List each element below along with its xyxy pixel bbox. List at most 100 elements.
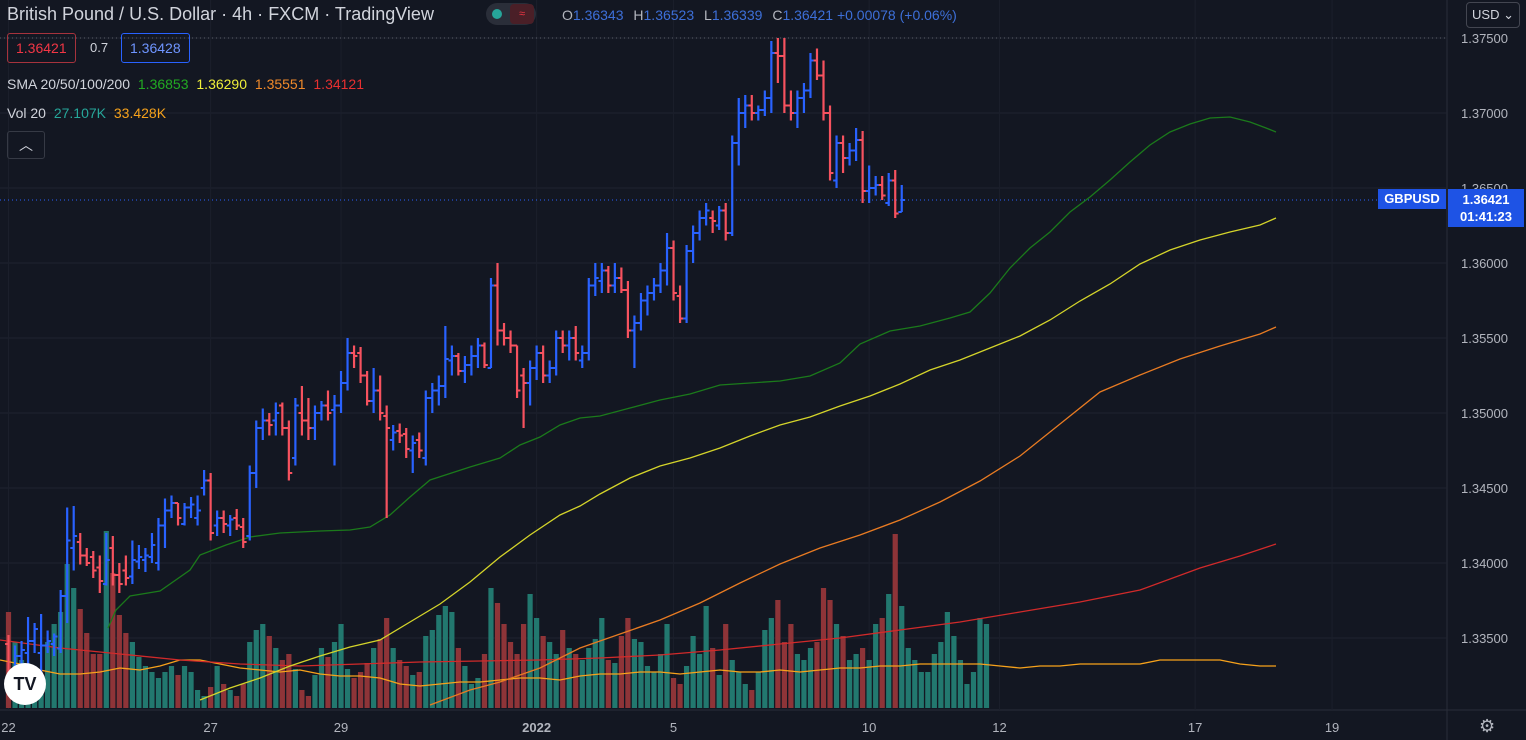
ohlc-bar bbox=[350, 345, 358, 368]
ohlc-bar bbox=[644, 285, 651, 316]
currency-select[interactable]: USD ⌄ bbox=[1466, 2, 1520, 28]
time-tick-label: 12 bbox=[992, 720, 1006, 735]
volume-bar bbox=[977, 618, 983, 708]
ohlc-bar bbox=[148, 533, 156, 563]
ohlc-bar bbox=[370, 368, 378, 413]
symbol-name[interactable]: British Pound / U.S. Dollar bbox=[7, 4, 217, 24]
volume-bar bbox=[221, 684, 227, 708]
ohlc-bar bbox=[565, 330, 573, 361]
ohlc-bar bbox=[631, 315, 638, 368]
volume-bar bbox=[247, 642, 253, 708]
ohlc-bar bbox=[318, 401, 325, 421]
sma100-value: 1.35551 bbox=[254, 76, 306, 92]
ohlc-bar bbox=[174, 502, 182, 526]
ohlc-bars bbox=[5, 38, 906, 691]
volume-bar bbox=[690, 636, 696, 708]
price-tick-label: 1.35500 bbox=[1461, 331, 1508, 346]
volume-bar bbox=[97, 654, 103, 708]
ohlc-bar bbox=[357, 347, 364, 383]
volume-bar bbox=[951, 636, 957, 708]
ohlc-bar bbox=[324, 390, 332, 421]
volume-bar bbox=[560, 630, 566, 708]
market-open-dot-icon bbox=[492, 9, 502, 19]
ohlc-bar bbox=[526, 360, 534, 406]
volume-bar bbox=[403, 666, 409, 708]
volume-bar bbox=[579, 660, 585, 708]
volume-bar bbox=[820, 588, 827, 708]
volume-bar bbox=[670, 678, 677, 708]
volume-bar bbox=[292, 669, 298, 708]
sma-legend[interactable]: SMA 20/50/100/200 1.36853 1.36290 1.3555… bbox=[7, 76, 364, 92]
ohlc-bar bbox=[389, 425, 397, 451]
market-status-toggle[interactable]: ≈ bbox=[486, 3, 536, 25]
ohlc-bar bbox=[285, 420, 293, 481]
chart-title[interactable]: British Pound / U.S. Dollar · 4h · FXCM … bbox=[7, 4, 434, 25]
volume-bar bbox=[194, 690, 201, 708]
ohlc-bar bbox=[617, 267, 625, 293]
ohlc-bar bbox=[76, 533, 84, 565]
ohlc-bar bbox=[885, 173, 893, 206]
ohlc-bar bbox=[578, 345, 586, 368]
ohlc-bar bbox=[142, 548, 149, 572]
ohlc-bar bbox=[207, 473, 215, 541]
volume-bar bbox=[742, 684, 748, 708]
volume-bar bbox=[123, 633, 129, 708]
volume-bar bbox=[299, 690, 305, 708]
ohlc-bar bbox=[135, 545, 143, 569]
ohlc-bar bbox=[846, 143, 853, 166]
ohlc-bar bbox=[585, 278, 593, 361]
volume-bar bbox=[175, 675, 181, 708]
ohlc-bar bbox=[409, 435, 417, 473]
volume-bar bbox=[918, 672, 924, 708]
ohlc-bar bbox=[683, 245, 690, 323]
ohlc-bar bbox=[441, 326, 449, 398]
ohlc-bar bbox=[396, 423, 404, 443]
volume-bar bbox=[364, 663, 370, 708]
sma50-path bbox=[199, 217, 1277, 701]
ohlc-bar bbox=[807, 53, 814, 98]
volume-bars bbox=[5, 531, 990, 708]
collapse-legend-button[interactable]: ︿ bbox=[7, 131, 45, 159]
ohlc-bar bbox=[872, 176, 880, 196]
ohlc-bar bbox=[774, 38, 782, 83]
sell-button[interactable]: 1.36421 bbox=[7, 33, 76, 63]
volume-bar bbox=[964, 684, 970, 708]
volume-bar bbox=[983, 624, 990, 708]
ohlc-bar bbox=[728, 135, 736, 236]
volume-bar bbox=[944, 612, 950, 708]
volume-bar bbox=[64, 564, 70, 708]
volume-bar bbox=[410, 675, 416, 708]
tradingview-logo[interactable]: TV bbox=[4, 663, 46, 705]
volume-legend-label[interactable]: Vol 20 bbox=[7, 105, 46, 121]
gear-icon[interactable]: ⚙ bbox=[1479, 716, 1496, 736]
volume-bar bbox=[351, 678, 357, 708]
ohlc-bar bbox=[741, 95, 749, 128]
time-axis[interactable]: 22 27 29 2022 5 10 12 17 19 bbox=[1, 720, 1339, 735]
volume-bar bbox=[931, 654, 937, 708]
volume-bar bbox=[651, 672, 657, 708]
sma50-value: 1.36290 bbox=[196, 76, 247, 92]
volume-bar bbox=[853, 654, 859, 708]
ohlc-bar bbox=[748, 95, 756, 121]
volume-bar bbox=[305, 696, 312, 708]
price-tick-label: 1.35000 bbox=[1461, 406, 1508, 421]
last-price-value: 1.36421 bbox=[1462, 192, 1510, 207]
ohlc-bar bbox=[363, 371, 371, 406]
sma-legend-label[interactable]: SMA 20/50/100/200 bbox=[7, 76, 130, 92]
volume-bar bbox=[638, 642, 644, 708]
volume-bar bbox=[520, 624, 527, 708]
buy-button[interactable]: 1.36428 bbox=[121, 33, 190, 63]
volume-bar bbox=[775, 600, 781, 708]
volume-legend[interactable]: Vol 20 27.107K 33.428K bbox=[7, 105, 166, 121]
ohlc-bar bbox=[611, 263, 619, 293]
volume-bar bbox=[181, 666, 188, 708]
interval-label[interactable]: 4h bbox=[232, 4, 253, 24]
time-tick-label: 17 bbox=[1188, 720, 1202, 735]
ohlc-bar bbox=[689, 225, 697, 263]
ohlc-bar bbox=[598, 263, 606, 293]
price-axis[interactable]: 1.375001.370001.365001.360001.355001.350… bbox=[1461, 31, 1508, 646]
volume-bar bbox=[879, 618, 885, 708]
volume-bar bbox=[794, 654, 801, 708]
